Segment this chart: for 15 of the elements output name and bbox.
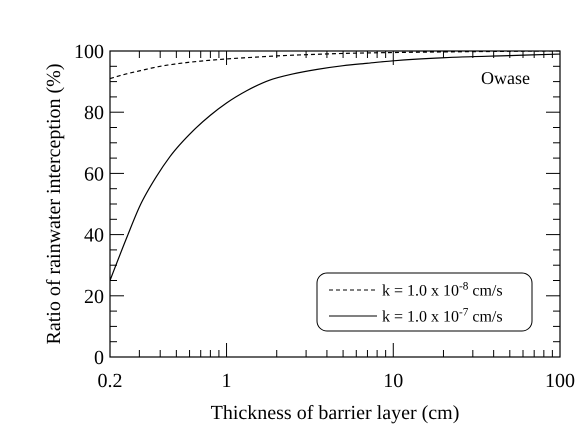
y-tick-label: 0	[94, 347, 104, 369]
y-tick-label: 100	[74, 41, 104, 63]
y-tick-label: 20	[84, 286, 104, 308]
annotation: Owase	[481, 68, 530, 88]
x-tick-label: 10	[383, 370, 404, 392]
y-tick-label: 40	[84, 224, 104, 247]
y-axis-title: Ratio of rainwater interception (%)	[43, 64, 65, 344]
x-tick-label: 100	[545, 370, 575, 392]
y-tick-label: 60	[84, 163, 104, 186]
x-tick-label: 0.2	[98, 370, 122, 392]
x-axis-title: Thickness of barrier layer (cm)	[210, 402, 460, 424]
legend-label: k = 1.0 x 10$^{-8}$ cm/s	[382, 280, 503, 300]
legend-label: k = 1.0 x 10$^{-7}$ cm/s	[382, 306, 503, 326]
y-tick-label: 80	[84, 102, 104, 124]
x-tick-label: 1	[222, 370, 232, 392]
